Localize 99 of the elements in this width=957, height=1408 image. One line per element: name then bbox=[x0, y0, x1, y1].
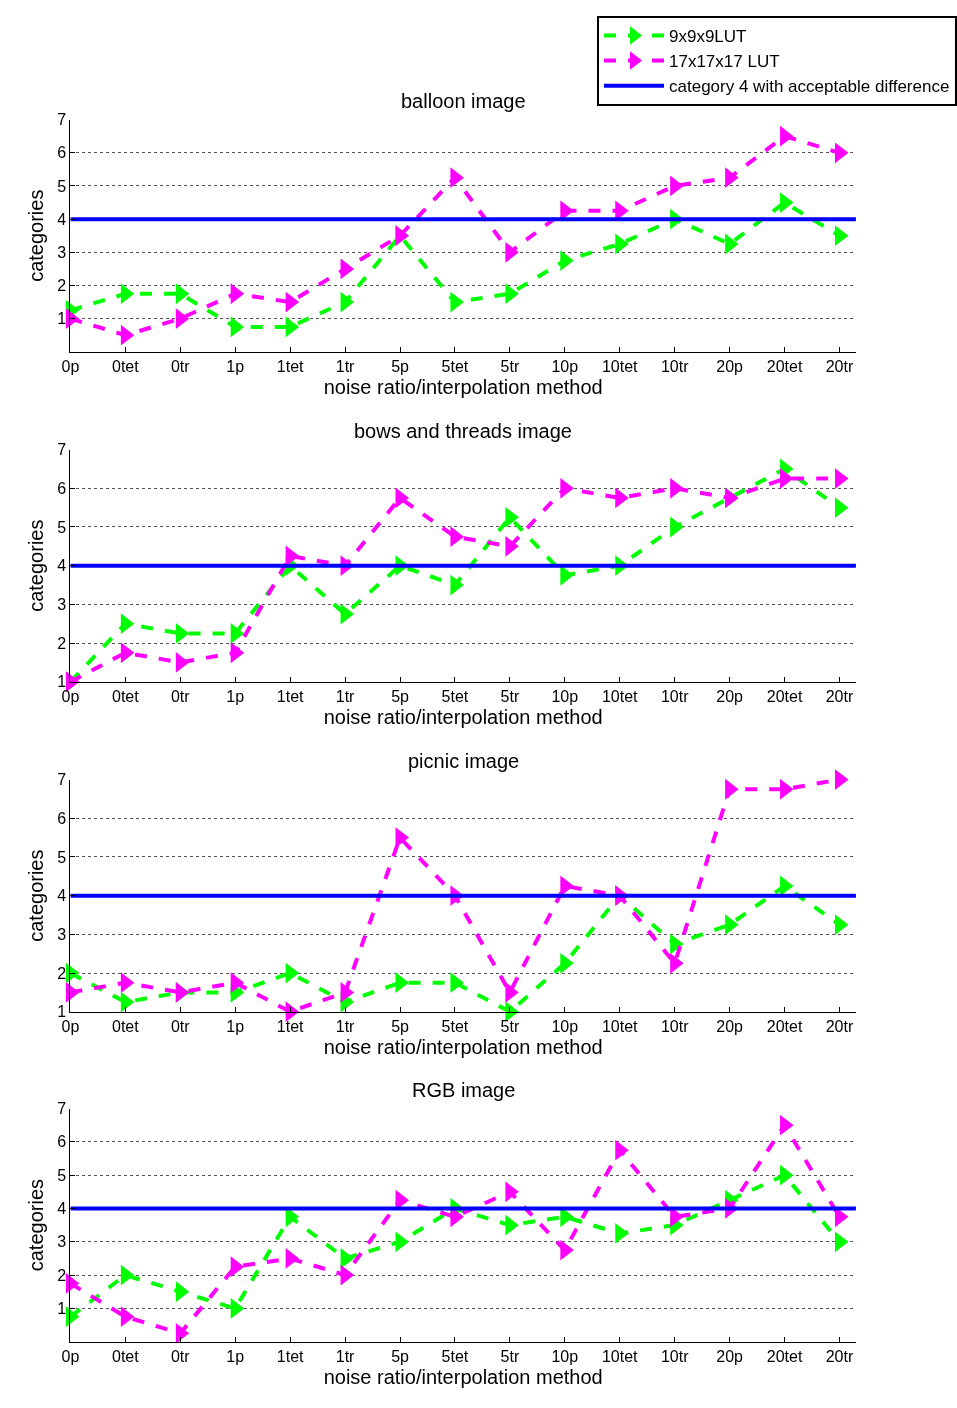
x-tick-label: 10tet bbox=[601, 358, 639, 375]
y-tick-label: 4 bbox=[57, 1200, 67, 1218]
x-tick-label: 1tet bbox=[276, 358, 305, 375]
chart-title: bows and threads image bbox=[354, 420, 572, 442]
legend-label: 17x17x17 LUT bbox=[669, 52, 780, 72]
y-tick-label: 4 bbox=[57, 887, 67, 905]
x-axis-title: noise ratio/interpolation method bbox=[323, 1036, 603, 1059]
x-tick-label: 10p bbox=[551, 358, 579, 375]
x-tick-label: 1p bbox=[226, 1347, 245, 1365]
x-tick-label: 5p bbox=[391, 1347, 410, 1365]
y-tick-label: 3 bbox=[57, 243, 67, 261]
y-tick-label: 3 bbox=[57, 595, 67, 613]
x-axis-title: noise ratio/interpolation method bbox=[323, 376, 603, 399]
y-tick-label: 6 bbox=[57, 144, 67, 162]
x-tick-label: 0tr bbox=[170, 1347, 191, 1365]
x-tick-label: 1tr bbox=[335, 1347, 356, 1365]
x-tick-label: 20tr bbox=[825, 1347, 854, 1365]
x-tick-label: 1p bbox=[226, 687, 245, 705]
x-tick-label: 20p bbox=[716, 1347, 744, 1365]
legend-label: 9x9x9LUT bbox=[669, 27, 747, 47]
x-tick-label: 1p bbox=[226, 1017, 245, 1035]
x-tick-label: 1tr bbox=[335, 358, 356, 375]
y-tick-label: 4 bbox=[57, 557, 67, 575]
x-tick-label: 5p bbox=[391, 1017, 410, 1035]
y-tick-label: 2 bbox=[57, 1266, 67, 1284]
x-tick-label: 5tet bbox=[441, 1347, 469, 1365]
y-axis-title: categories bbox=[24, 519, 47, 612]
y-tick-label: 5 bbox=[57, 518, 67, 536]
x-tick-label: 0tr bbox=[170, 687, 191, 705]
x-tick-label: 1tet bbox=[276, 1347, 305, 1365]
y-tick-label: 2 bbox=[57, 634, 67, 652]
y-axis-title: categories bbox=[24, 189, 47, 282]
y-tick-label: 2 bbox=[57, 277, 67, 295]
x-tick-label: 1tr bbox=[335, 1017, 356, 1035]
x-axis-title: noise ratio/interpolation method bbox=[323, 1366, 603, 1389]
x-tick-label: 5p bbox=[391, 358, 410, 375]
y-tick-label: 6 bbox=[57, 809, 67, 827]
x-tick-label: 20tet bbox=[766, 358, 803, 375]
x-tick-label: 5tet bbox=[441, 1017, 469, 1035]
x-tick-label: 5tr bbox=[500, 1017, 520, 1035]
y-tick-label: 1 bbox=[57, 1299, 67, 1317]
y-tick-label: 3 bbox=[57, 1233, 67, 1251]
x-tick-label: 0tet bbox=[112, 358, 140, 375]
x-tick-label: 20p bbox=[716, 687, 744, 705]
y-tick-label: 1 bbox=[57, 310, 67, 328]
y-tick-label: 2 bbox=[57, 964, 67, 982]
x-tick-label: 20tet bbox=[766, 687, 803, 705]
x-tick-label: 20p bbox=[716, 358, 744, 375]
legend-label: category 4 with acceptable difference bbox=[669, 77, 950, 97]
chart-title: picnic image bbox=[408, 750, 520, 772]
x-tick-label: 10tr bbox=[660, 687, 690, 705]
x-tick-label: 20p bbox=[716, 1017, 744, 1035]
x-tick-label: 0p bbox=[61, 1347, 80, 1365]
x-tick-label: 10p bbox=[551, 1347, 579, 1365]
x-tick-label: 5tr bbox=[500, 687, 520, 705]
x-tick-label: 0tet bbox=[112, 1017, 140, 1035]
x-tick-label: 0tet bbox=[112, 687, 140, 705]
chart-title: RGB image bbox=[412, 1079, 516, 1101]
chart-title: balloon image bbox=[401, 90, 526, 112]
y-tick-label: 7 bbox=[57, 441, 67, 459]
x-tick-label: 10p bbox=[551, 687, 579, 705]
x-tick-label: 10tet bbox=[601, 1347, 639, 1365]
y-tick-label: 3 bbox=[57, 925, 67, 943]
x-tick-label: 20tr bbox=[825, 687, 854, 705]
x-tick-label: 0p bbox=[61, 358, 80, 375]
y-axis-title: categories bbox=[24, 849, 47, 942]
y-tick-label: 5 bbox=[57, 177, 67, 195]
x-tick-label: 5tr bbox=[500, 1347, 520, 1365]
y-tick-label: 6 bbox=[57, 1133, 67, 1151]
x-tick-label: 0tr bbox=[170, 1017, 191, 1035]
x-tick-label: 10p bbox=[551, 1017, 579, 1035]
x-tick-label: 1tet bbox=[276, 1017, 305, 1035]
x-tick-label: 10tr bbox=[660, 358, 690, 375]
y-tick-label: 7 bbox=[57, 771, 67, 789]
x-tick-label: 0tet bbox=[112, 1347, 140, 1365]
x-axis-title: noise ratio/interpolation method bbox=[323, 706, 603, 729]
x-tick-label: 20tr bbox=[825, 358, 854, 375]
y-tick-label: 6 bbox=[57, 479, 67, 497]
x-tick-label: 20tet bbox=[766, 1017, 803, 1035]
y-tick-label: 7 bbox=[57, 111, 67, 129]
x-tick-label: 20tet bbox=[766, 1347, 803, 1365]
x-tick-label: 10tr bbox=[660, 1017, 690, 1035]
y-tick-label: 5 bbox=[57, 848, 67, 866]
x-tick-label: 5tr bbox=[500, 358, 520, 375]
y-axis-title: categories bbox=[24, 1178, 47, 1272]
x-tick-label: 10tet bbox=[601, 687, 639, 705]
y-tick-label: 7 bbox=[57, 1100, 67, 1118]
x-tick-label: 1tr bbox=[335, 687, 356, 705]
x-tick-label: 1p bbox=[226, 358, 245, 375]
x-tick-label: 20tr bbox=[825, 1017, 854, 1035]
x-tick-label: 5p bbox=[391, 687, 410, 705]
x-tick-label: 0tr bbox=[170, 358, 191, 375]
x-tick-label: 10tr bbox=[660, 1347, 690, 1365]
x-tick-label: 5tet bbox=[441, 687, 469, 705]
x-tick-label: 10tet bbox=[601, 1017, 639, 1035]
y-tick-label: 4 bbox=[57, 210, 67, 228]
x-tick-label: 1tet bbox=[276, 687, 305, 705]
y-tick-label: 5 bbox=[57, 1166, 67, 1184]
x-tick-label: 5tet bbox=[441, 358, 469, 375]
